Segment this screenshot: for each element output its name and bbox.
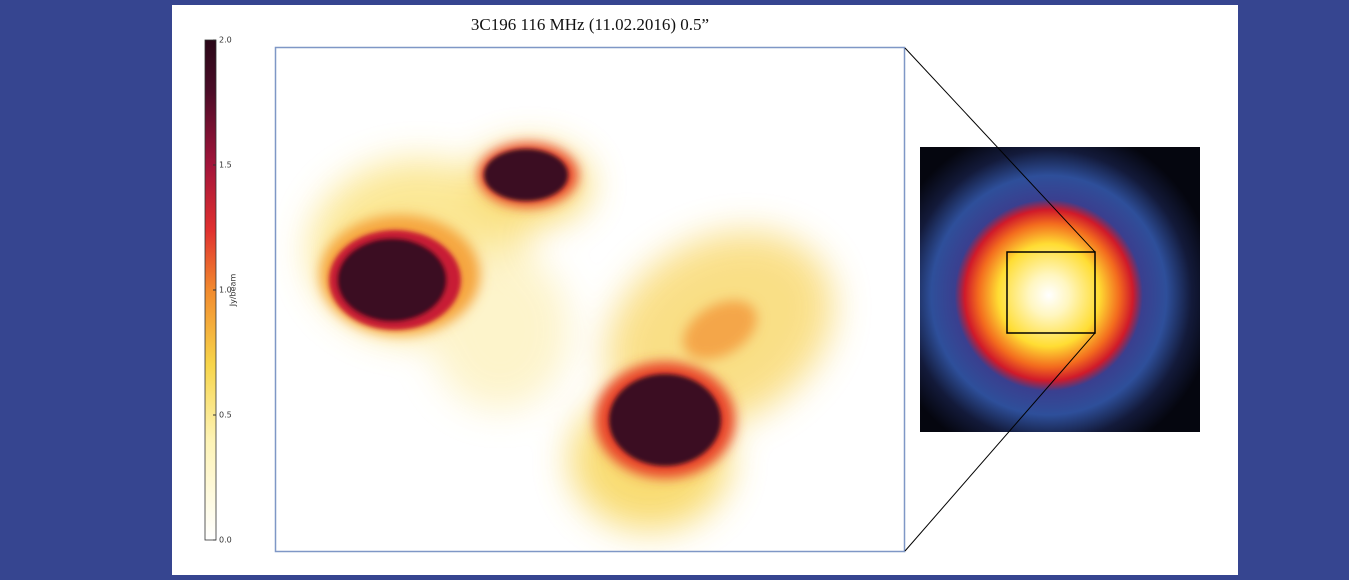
- colorbar-tick-label: 0.0: [219, 536, 232, 545]
- colorbar-tick-label: 1.0: [219, 286, 232, 295]
- chart-title: 3C196 116 MHz (11.02.2016) 0.5”: [471, 15, 709, 34]
- colorbar-tick-label: 0.5: [219, 411, 232, 420]
- colorbar-tick-label: 2.0: [219, 36, 232, 45]
- page: 3C196 116 MHz (11.02.2016) 0.5” Jy/beam …: [0, 0, 1349, 580]
- colorbar-tick-label: 1.5: [219, 161, 232, 170]
- figure: 3C196 116 MHz (11.02.2016) 0.5” Jy/beam …: [0, 0, 1349, 580]
- inset-image: [920, 147, 1200, 432]
